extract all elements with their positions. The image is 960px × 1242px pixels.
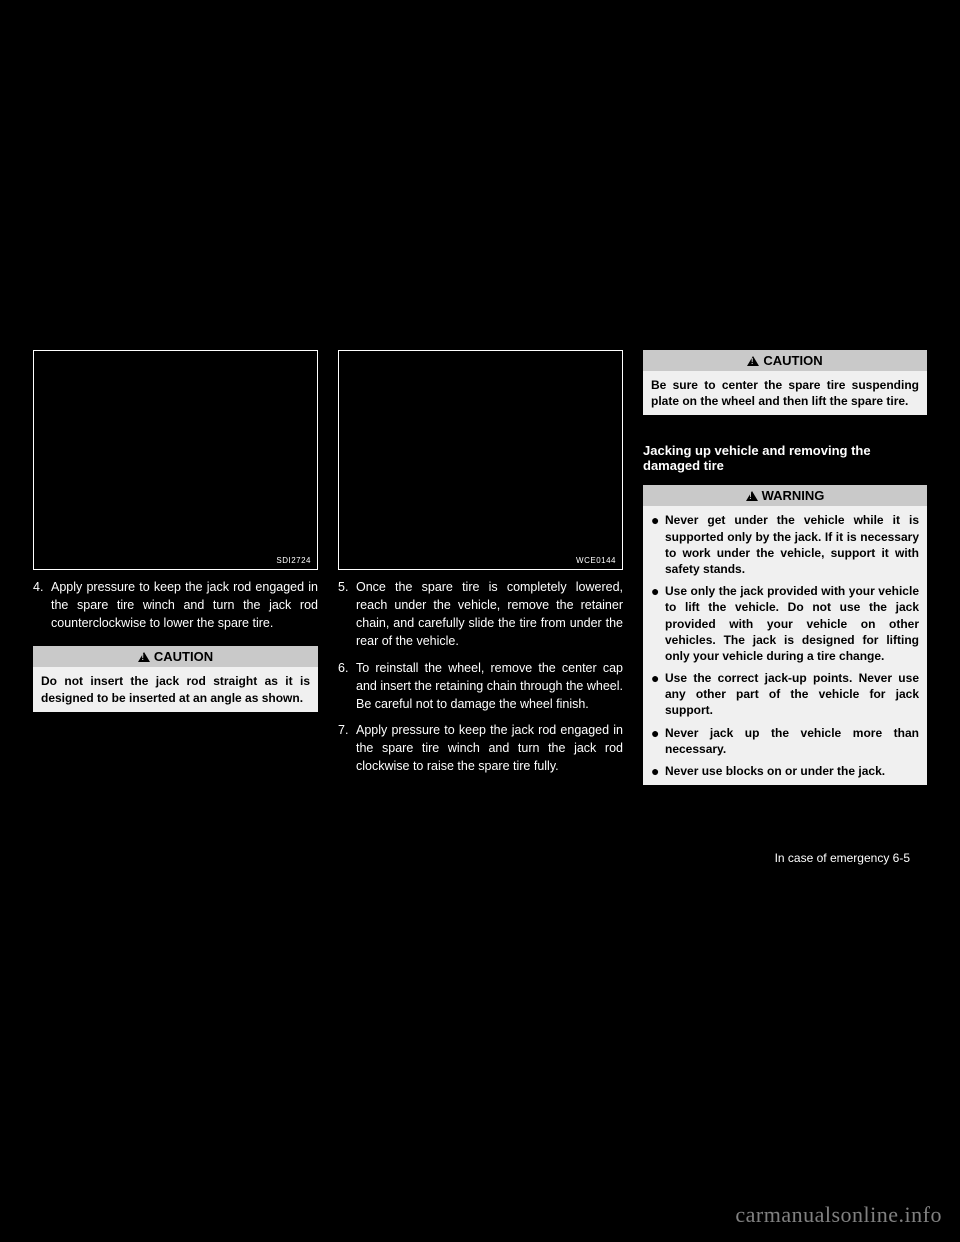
- section-heading: Jacking up vehicle and removing the dama…: [643, 443, 927, 473]
- figure-ref: WCE0144: [576, 556, 616, 565]
- column-3: CAUTION Be sure to center the spare tire…: [643, 350, 927, 785]
- step-number: 7.: [338, 721, 356, 775]
- column-2: WCE0144 5. Once the spare tire is comple…: [338, 350, 623, 785]
- warning-item: ●Use the correct jack-up points. Never u…: [651, 670, 919, 719]
- caution-label: CAUTION: [154, 649, 213, 664]
- warning-item: ●Never jack up the vehicle more than nec…: [651, 725, 919, 757]
- step-text: Once the spare tire is completely lowere…: [356, 578, 623, 651]
- step-7: 7. Apply pressure to keep the jack rod e…: [338, 721, 623, 775]
- caution-header: CAUTION: [643, 350, 927, 371]
- caution-body: Do not insert the jack rod straight as i…: [33, 667, 318, 711]
- warning-triangle-icon: [747, 356, 759, 366]
- step-number: 6.: [338, 659, 356, 713]
- figure-jack-rod-angle: SDI2724: [33, 350, 318, 570]
- caution-header: CAUTION: [33, 646, 318, 667]
- step-text: Apply pressure to keep the jack rod enga…: [356, 721, 623, 775]
- watermark: carmanualsonline.info: [735, 1202, 942, 1228]
- warning-triangle-icon: [746, 491, 758, 501]
- page-footer: In case of emergency 6-5: [775, 851, 910, 865]
- step-text: To reinstall the wheel, remove the cente…: [356, 659, 623, 713]
- warning-header: WARNING: [643, 485, 927, 506]
- caution-callout-2: CAUTION Be sure to center the spare tire…: [643, 350, 927, 415]
- warning-list: ●Never get under the vehicle while it is…: [651, 512, 919, 779]
- step-6: 6. To reinstall the wheel, remove the ce…: [338, 659, 623, 713]
- column-1: SDI2724 4. Apply pressure to keep the ja…: [33, 350, 318, 785]
- step-5: 5. Once the spare tire is completely low…: [338, 578, 623, 651]
- step-4: 4. Apply pressure to keep the jack rod e…: [33, 578, 318, 632]
- step-number: 4.: [33, 578, 51, 632]
- figure-ref: SDI2724: [276, 556, 311, 565]
- warning-item: ●Never use blocks on or under the jack.: [651, 763, 919, 779]
- step-text: Apply pressure to keep the jack rod enga…: [51, 578, 318, 632]
- manual-page: SDI2724 4. Apply pressure to keep the ja…: [0, 0, 960, 1242]
- content-columns: SDI2724 4. Apply pressure to keep the ja…: [33, 350, 927, 785]
- warning-item: ●Never get under the vehicle while it is…: [651, 512, 919, 577]
- warning-body: ●Never get under the vehicle while it is…: [643, 506, 927, 785]
- warning-label: WARNING: [762, 488, 825, 503]
- caution-callout-1: CAUTION Do not insert the jack rod strai…: [33, 646, 318, 711]
- figure-spare-tire-lower: WCE0144: [338, 350, 623, 570]
- warning-item: ●Use only the jack provided with your ve…: [651, 583, 919, 664]
- caution-label: CAUTION: [763, 353, 822, 368]
- warning-callout: WARNING ●Never get under the vehicle whi…: [643, 485, 927, 785]
- caution-body: Be sure to center the spare tire suspend…: [643, 371, 927, 415]
- warning-triangle-icon: [138, 652, 150, 662]
- step-number: 5.: [338, 578, 356, 651]
